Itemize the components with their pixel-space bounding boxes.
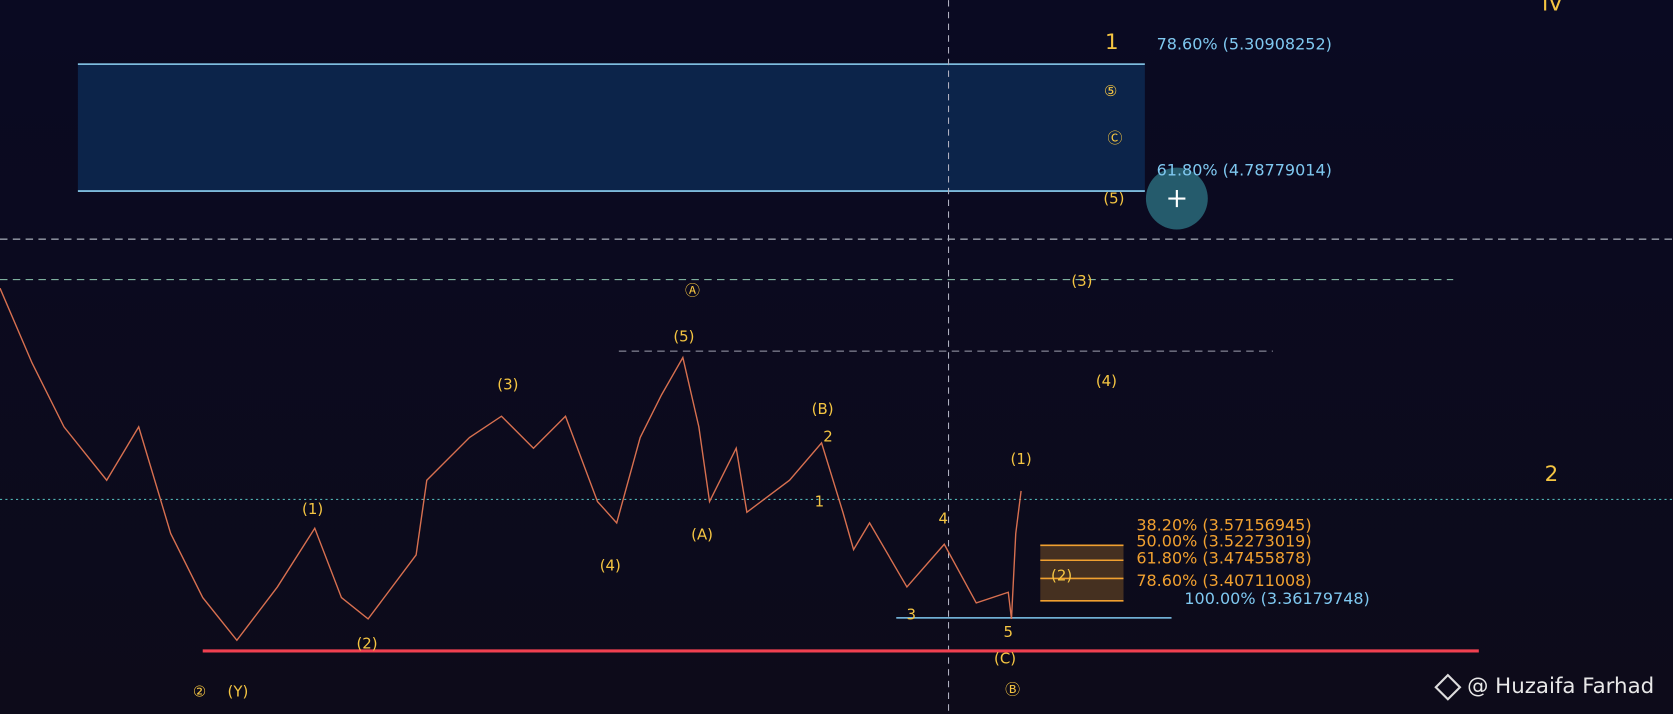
wave-label: (2)	[1051, 566, 1072, 584]
wave-label: (3)	[497, 375, 518, 393]
wave-label: (B)	[812, 400, 834, 418]
fib-label: 61.80% (3.47455878)	[1136, 549, 1311, 568]
wave-label: (Y)	[228, 683, 249, 701]
fib-box-lines	[1040, 544, 1124, 602]
wave-label: (2)	[356, 635, 377, 653]
wave-label: ⑤	[1104, 82, 1117, 100]
fib-label: 38.20% (3.57156945)	[1136, 516, 1311, 535]
wave-label: 1	[1105, 30, 1119, 55]
wave-label: (5)	[1103, 190, 1124, 208]
fib-box	[1040, 545, 1124, 601]
wave-label: (A)	[691, 526, 713, 544]
wave-label: 3	[906, 606, 915, 624]
fib-label: 50.00% (3.52273019)	[1136, 532, 1311, 551]
wave-label: (C)	[994, 649, 1016, 667]
fib-label: 100.00% (3.36179748)	[1184, 589, 1369, 608]
wave-label: (4)	[600, 557, 621, 575]
watermark: @ Huzaifa Farhad	[1467, 674, 1654, 699]
fib-zone	[77, 64, 1145, 192]
wave-label: (1)	[1011, 450, 1032, 468]
wave-label: IV	[1542, 0, 1563, 16]
wave-label: 4	[938, 510, 948, 528]
price-path	[0, 287, 1022, 642]
wave-label: (4)	[1096, 372, 1117, 390]
wave-label: (5)	[673, 327, 694, 345]
wave-label: 2	[823, 428, 832, 446]
wave-label: (3)	[1071, 272, 1092, 290]
wave-label: 2	[1545, 462, 1559, 487]
wave-label: Ⓒ	[1108, 129, 1123, 147]
wave-label: (1)	[302, 500, 323, 518]
wave-label: Ⓑ	[1005, 680, 1020, 698]
wave-label: Ⓐ	[685, 281, 700, 299]
labels: IV 1 ⑤ Ⓒ (5) (3) (4) (1) 2 Ⓐ (5) (3) (B) 2 1 (1) (A) 4 (4)…	[193, 0, 1563, 701]
fib-label: 78.60% (3.40711008)	[1136, 571, 1311, 590]
fib-label: 61.80% (4.78779014)	[1157, 160, 1332, 179]
watermark-icon	[1434, 673, 1462, 701]
fib-label: 78.60% (5.30908252)	[1157, 34, 1332, 53]
wave-label: ②	[193, 683, 206, 701]
wave-label: 1	[815, 493, 825, 511]
wave-label: 5	[1004, 623, 1013, 641]
cursor-plus	[1168, 190, 1186, 208]
